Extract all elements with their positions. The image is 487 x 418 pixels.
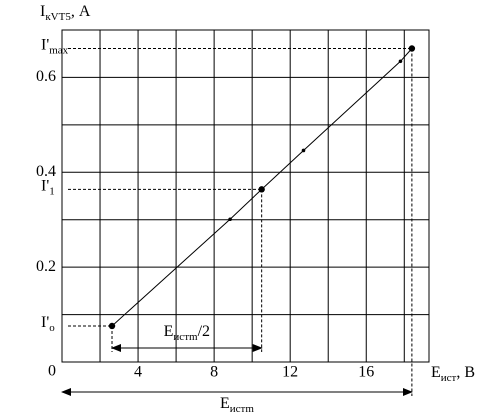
span-label: Eистm/2: [164, 323, 210, 343]
y-axis-label: IкVT5, А: [40, 3, 91, 23]
y-axis-label-sub: кVT5: [45, 11, 71, 23]
annotation-label-sub: o: [49, 321, 55, 333]
x-axis-label-sub: ист: [441, 372, 457, 384]
x-tick-label: 12: [282, 364, 298, 381]
y-tick-label: 0.2: [36, 258, 56, 275]
y-tick-label: 0.6: [36, 68, 56, 85]
x-axis-label: Eист, В: [431, 364, 475, 384]
y-tick-label: 0: [48, 363, 56, 380]
data-point: [301, 148, 306, 153]
data-line: [111, 48, 413, 327]
data-point: [228, 217, 232, 222]
annotation-label: I'o: [41, 314, 55, 334]
annotation-label: I'1: [41, 177, 55, 197]
y-axis-label-rest: , А: [71, 3, 91, 20]
annotation-label-main: I': [41, 314, 49, 331]
span-label-main: E: [220, 395, 230, 412]
x-axis-label-rest: , В: [456, 364, 475, 381]
span-label-sub: истm: [173, 331, 198, 343]
span-label-sub: истm: [230, 403, 255, 415]
span-label-rest: /2: [198, 323, 210, 340]
x-tick-label: 16: [358, 364, 374, 381]
annotation-label-main: I': [41, 36, 49, 53]
annotation-label: I'max: [41, 36, 69, 56]
span-label-main: E: [164, 323, 174, 340]
plot-frame: [61, 29, 430, 363]
y-tick-label: 0.4: [36, 163, 56, 180]
annotation-label-sub: 1: [49, 185, 55, 197]
annotation-label-main: I': [41, 177, 49, 194]
x-tick-label: 8: [210, 364, 218, 381]
x-tick-label: 4: [134, 364, 142, 381]
annotation-label-sub: max: [49, 44, 68, 56]
x-axis-label-main: E: [431, 364, 441, 381]
data-point: [398, 59, 403, 64]
y-axis-label-main: I: [40, 3, 45, 20]
span-label: Eистm: [220, 395, 254, 415]
